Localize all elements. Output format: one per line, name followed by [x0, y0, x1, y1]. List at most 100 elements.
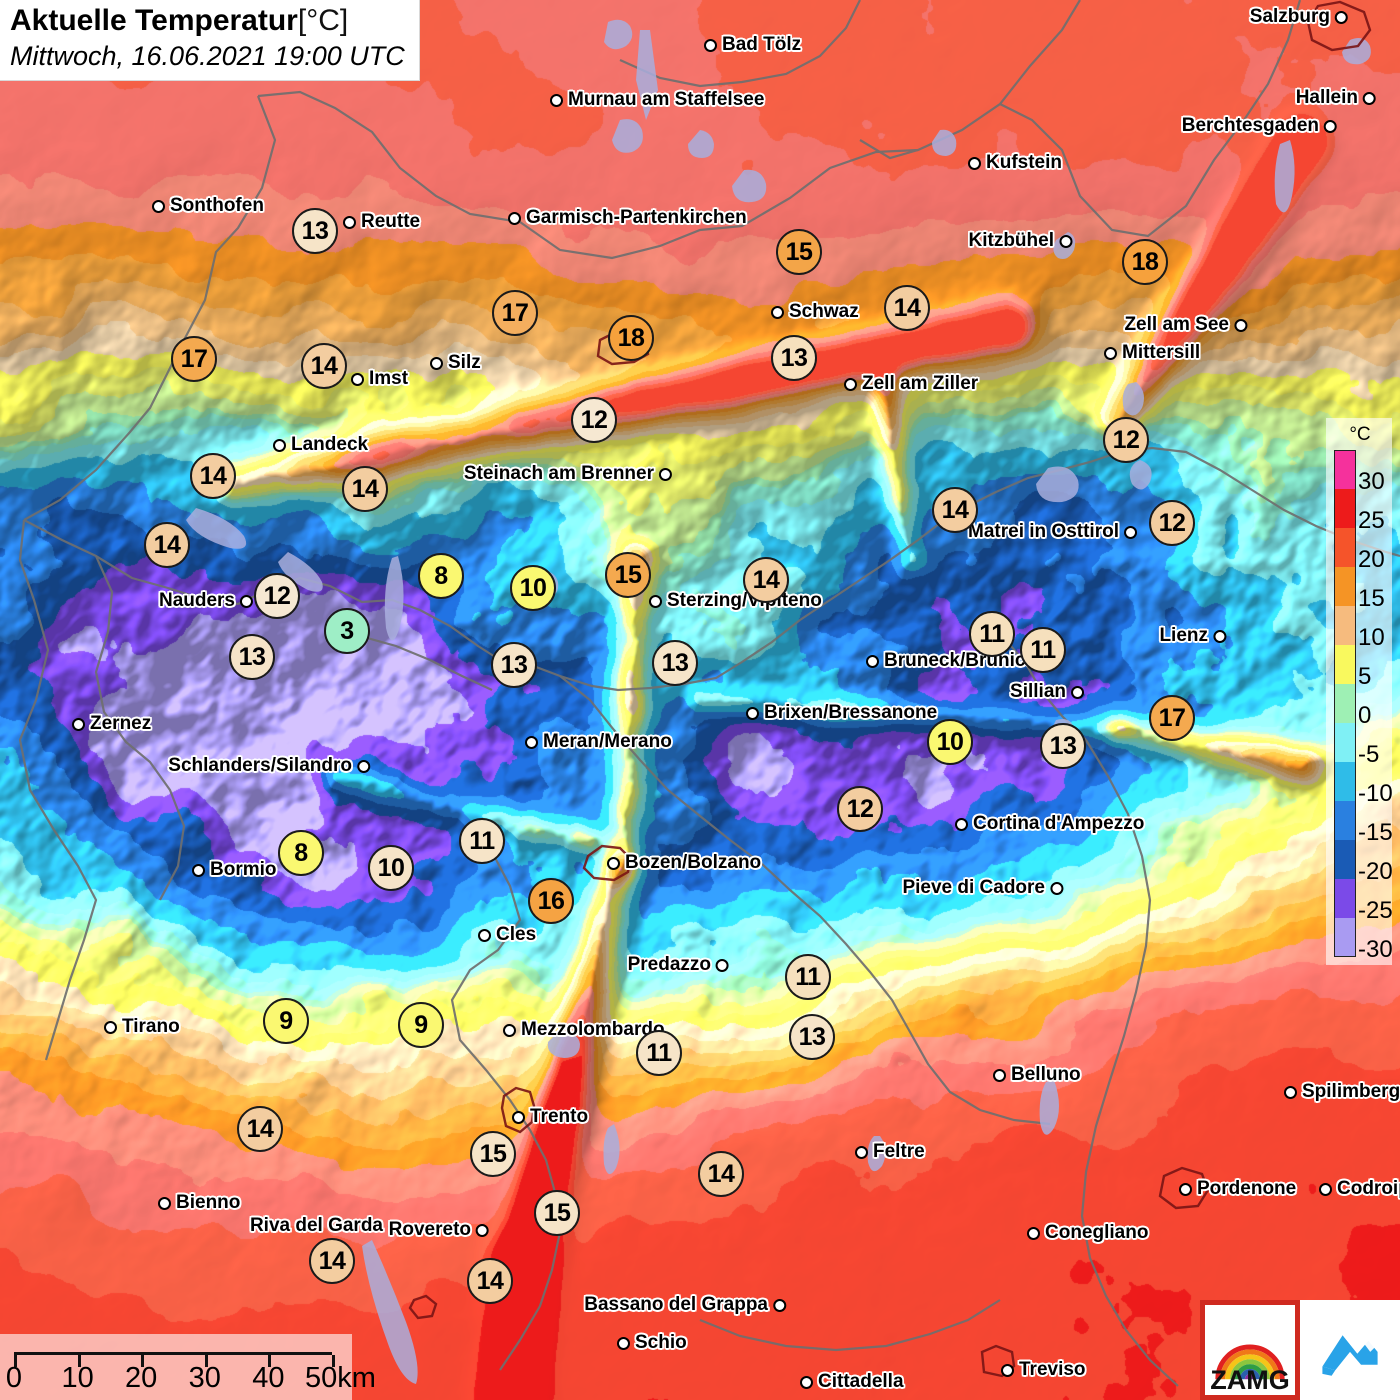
- station-temperature-marker[interactable]: 17: [1149, 695, 1195, 741]
- station-temperature-marker[interactable]: 11: [459, 818, 505, 864]
- station-temperature-marker[interactable]: 18: [608, 315, 654, 361]
- station-temperature-marker[interactable]: 14: [309, 1238, 355, 1284]
- mountain-icon: [1322, 1335, 1378, 1376]
- city-marker[interactable]: Bormio: [192, 859, 277, 881]
- city-label: Landeck: [291, 434, 369, 455]
- station-temperature-marker[interactable]: 11: [785, 954, 831, 1000]
- city-marker[interactable]: Berchtesgaden: [1182, 115, 1337, 137]
- station-temperature-marker[interactable]: 17: [171, 336, 217, 382]
- station-temperature-marker[interactable]: 14: [698, 1151, 744, 1197]
- station-temperature-marker[interactable]: 11: [1020, 627, 1066, 673]
- station-temperature-marker[interactable]: 14: [237, 1106, 283, 1152]
- station-temperature-marker[interactable]: 9: [263, 998, 309, 1044]
- city-marker[interactable]: Bad Tölz: [704, 34, 801, 56]
- station-temperature-marker[interactable]: 15: [470, 1131, 516, 1177]
- station-temperature-marker[interactable]: 10: [510, 565, 556, 611]
- station-temperature-marker[interactable]: 10: [368, 845, 414, 891]
- station-temperature-marker[interactable]: 15: [534, 1190, 580, 1236]
- city-marker[interactable]: Cortina d'Ampezzo: [955, 813, 1144, 835]
- station-temperature-marker[interactable]: 13: [771, 335, 817, 381]
- city-marker[interactable]: Rovereto: [389, 1219, 489, 1241]
- station-temperature-marker[interactable]: 17: [492, 290, 538, 336]
- city-marker[interactable]: Bruneck/Brunico: [866, 650, 1037, 672]
- station-temperature-marker[interactable]: 13: [491, 642, 537, 688]
- station-temperature-marker[interactable]: 8: [278, 830, 324, 876]
- station-temperature-marker[interactable]: 14: [932, 487, 978, 533]
- station-temperature-marker[interactable]: 14: [190, 453, 236, 499]
- station-temperature-marker[interactable]: 14: [884, 285, 930, 331]
- city-marker[interactable]: Pordenone: [1179, 1178, 1296, 1200]
- city-marker[interactable]: Sillian: [1010, 681, 1084, 703]
- station-temperature-marker[interactable]: 8: [418, 553, 464, 599]
- station-temperature-marker[interactable]: 10: [927, 719, 973, 765]
- city-marker[interactable]: Matrei in Osttirol: [968, 521, 1137, 543]
- city-marker[interactable]: Nauders: [159, 590, 253, 612]
- station-temperature-marker[interactable]: 14: [743, 557, 789, 603]
- city-marker[interactable]: Zell am See: [1124, 314, 1247, 336]
- city-marker[interactable]: Feltre: [855, 1141, 925, 1163]
- station-temperature-marker[interactable]: 12: [837, 786, 883, 832]
- city-marker[interactable]: Garmisch-Partenkirchen: [508, 207, 747, 229]
- station-temperature-marker[interactable]: 16: [528, 878, 574, 924]
- station-temperature-marker[interactable]: 12: [571, 397, 617, 443]
- city-marker[interactable]: Lienz: [1159, 625, 1226, 647]
- city-marker[interactable]: Riva del Garda: [250, 1215, 401, 1237]
- city-marker[interactable]: Schio: [617, 1332, 687, 1354]
- city-marker[interactable]: Reutte: [343, 211, 420, 233]
- geosphere-mountain-logo[interactable]: [1300, 1300, 1400, 1400]
- city-marker[interactable]: Zernez: [72, 713, 151, 735]
- city-marker[interactable]: Codroipo: [1319, 1178, 1400, 1200]
- station-temperature-marker[interactable]: 15: [605, 552, 651, 598]
- station-temperature-marker[interactable]: 9: [398, 1002, 444, 1048]
- city-marker[interactable]: Conegliano: [1027, 1222, 1148, 1244]
- city-marker[interactable]: Hallein: [1296, 87, 1376, 109]
- city-marker[interactable]: Belluno: [993, 1064, 1081, 1086]
- city-marker[interactable]: Pieve di Cadore: [902, 877, 1063, 899]
- city-marker[interactable]: Bassano del Grappa: [584, 1294, 786, 1316]
- city-marker[interactable]: Schlanders/Silandro: [168, 755, 370, 777]
- city-marker[interactable]: Mittersill: [1104, 342, 1200, 364]
- scale-tick: [204, 1355, 208, 1367]
- city-marker[interactable]: Trento: [512, 1106, 588, 1128]
- city-marker[interactable]: Schwaz: [771, 301, 859, 323]
- city-marker[interactable]: Spilimbergo: [1284, 1081, 1400, 1103]
- station-temperature-marker[interactable]: 14: [301, 343, 347, 389]
- station-temperature-marker[interactable]: 12: [1103, 417, 1149, 463]
- station-temperature-marker[interactable]: 12: [1149, 500, 1195, 546]
- station-temperature-marker[interactable]: 13: [789, 1014, 835, 1060]
- city-marker[interactable]: Sonthofen: [152, 195, 264, 217]
- city-marker[interactable]: Predazzo: [628, 954, 729, 976]
- city-marker[interactable]: Steinach am Brenner: [464, 463, 672, 485]
- city-marker[interactable]: Kitzbühel: [969, 230, 1072, 252]
- station-temperature-marker[interactable]: 11: [636, 1030, 682, 1076]
- city-marker[interactable]: Imst: [351, 368, 408, 390]
- city-marker[interactable]: Silz: [430, 352, 481, 374]
- city-marker[interactable]: Bienno: [158, 1192, 240, 1214]
- station-temperature-marker[interactable]: 12: [254, 573, 300, 619]
- city-marker[interactable]: Meran/Merano: [525, 731, 672, 753]
- station-temperature-marker[interactable]: 3: [324, 608, 370, 654]
- city-marker[interactable]: Tirano: [104, 1016, 180, 1038]
- station-temperature-marker[interactable]: 13: [292, 208, 338, 254]
- city-marker[interactable]: Bozen/Bolzano: [607, 852, 761, 874]
- station-temperature-marker[interactable]: 14: [467, 1258, 513, 1304]
- station-temperature-marker[interactable]: 11: [969, 611, 1015, 657]
- station-temperature-marker[interactable]: 14: [144, 522, 190, 568]
- station-temperature-marker[interactable]: 14: [342, 466, 388, 512]
- city-marker[interactable]: Treviso: [1001, 1359, 1086, 1381]
- station-temperature-marker[interactable]: 13: [229, 634, 275, 680]
- city-marker[interactable]: Landeck: [273, 434, 368, 456]
- city-marker[interactable]: Cles: [478, 924, 536, 946]
- city-marker[interactable]: Salzburg: [1250, 6, 1348, 28]
- station-temperature-marker[interactable]: 18: [1122, 239, 1168, 285]
- city-marker[interactable]: Cittadella: [800, 1371, 904, 1393]
- city-marker[interactable]: Sterzing/Vipiteno: [649, 590, 822, 612]
- city-marker[interactable]: Kufstein: [968, 152, 1062, 174]
- station-temperature-marker[interactable]: 13: [1040, 723, 1086, 769]
- zamg-logo[interactable]: ZAMG: [1200, 1300, 1300, 1400]
- city-marker[interactable]: Brixen/Bressanone: [746, 702, 937, 724]
- city-marker[interactable]: Zell am Ziller: [844, 373, 978, 395]
- station-temperature-marker[interactable]: 13: [652, 640, 698, 686]
- station-temperature-marker[interactable]: 15: [776, 229, 822, 275]
- city-marker[interactable]: Murnau am Staffelsee: [550, 89, 764, 111]
